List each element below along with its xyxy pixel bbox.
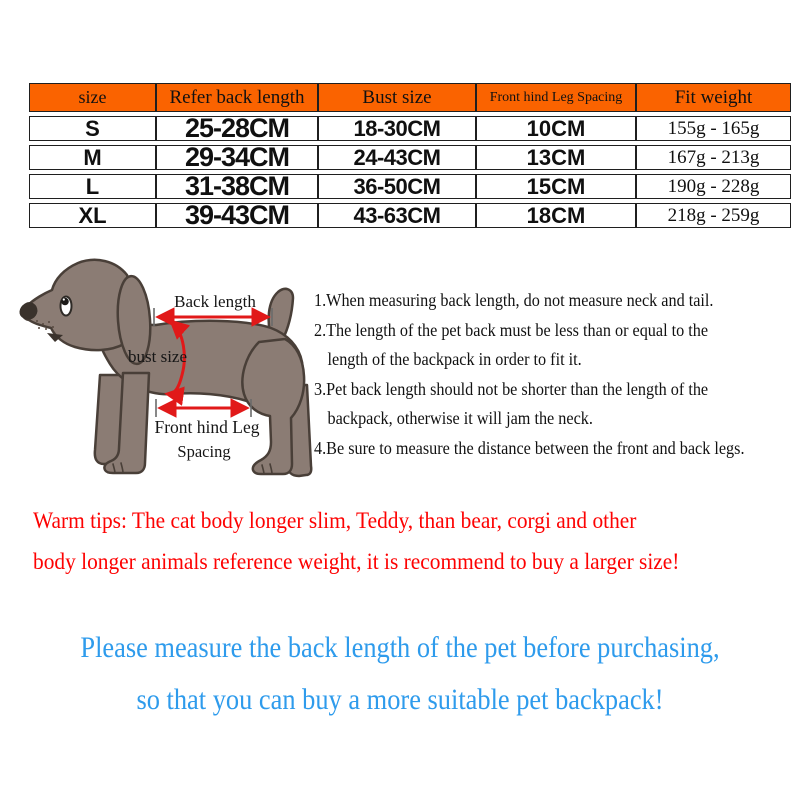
column-header-bust-size: Bust size bbox=[318, 83, 476, 112]
cell-bust-size: 36-50CM bbox=[318, 174, 476, 199]
cell-back-length: 31-38CM bbox=[156, 173, 318, 200]
cell-leg-spacing: 18CM bbox=[476, 203, 636, 228]
cell-leg-spacing: 13CM bbox=[476, 145, 636, 170]
cell-bust-size: 43-63CM bbox=[318, 203, 476, 228]
cell-back-length: 25-28CM bbox=[156, 115, 318, 142]
cell-leg-spacing: 15CM bbox=[476, 174, 636, 199]
instruction-line-2: 2.The length of the pet back must be les… bbox=[314, 319, 709, 340]
bust-size-label: bust size bbox=[128, 347, 187, 366]
cell-leg-spacing: 10CM bbox=[476, 116, 636, 141]
warm-tips-line2: body longer animals reference weight, it… bbox=[33, 549, 680, 574]
dog-head bbox=[21, 258, 133, 352]
dog-near-front-leg bbox=[103, 371, 151, 475]
instruction-line-1: 1.When measuring back length, do not mea… bbox=[314, 290, 714, 310]
cell-fit-weight: 218g - 259g bbox=[636, 203, 791, 228]
instruction-line-4: 4.Be sure to measure the distance betwee… bbox=[314, 437, 745, 458]
dog-illustration bbox=[21, 258, 313, 478]
purchase-note-text: Please measure the back length of the pe… bbox=[48, 622, 752, 726]
dog-mouth bbox=[47, 333, 63, 342]
measuring-instructions: 1.When measuring back length, do not mea… bbox=[314, 286, 744, 463]
purchase-note-line1: Please measure the back length of the pe… bbox=[80, 631, 720, 664]
table-header-row: size Refer back length Bust size Front h… bbox=[29, 83, 791, 112]
cell-fit-weight: 167g - 213g bbox=[636, 145, 791, 170]
warm-tips-text: Warm tips: The cat body longer slim, Ted… bbox=[33, 500, 679, 582]
table-row-xl: XL 39-43CM 43-63CM 18CM 218g - 259g bbox=[29, 202, 791, 229]
cell-size: XL bbox=[29, 203, 156, 228]
column-header-back-length: Refer back length bbox=[156, 83, 318, 112]
bust-size-arrow bbox=[164, 319, 191, 406]
measurement-ticks bbox=[153, 308, 273, 417]
table-row-l: L 31-38CM 36-50CM 15CM 190g - 228g bbox=[29, 173, 791, 200]
dog-measurement-diagram: Back length bust size Front hind Leg Spa… bbox=[19, 258, 313, 478]
dog-ear bbox=[116, 274, 152, 366]
purchase-note-line2: so that you can buy a more suitable pet … bbox=[136, 683, 664, 716]
leg-spacing-label-line2: Spacing bbox=[177, 442, 230, 461]
table-row-m: M 29-34CM 24-43CM 13CM 167g - 213g bbox=[29, 144, 791, 171]
instruction-line-2b: length of the backpack in order to fit i… bbox=[327, 349, 582, 369]
cell-back-length: 39-43CM bbox=[156, 202, 318, 229]
dog-hind-paw-toes bbox=[261, 463, 273, 475]
cell-size: M bbox=[29, 145, 156, 170]
column-header-size: size bbox=[29, 83, 156, 112]
cell-fit-weight: 155g - 165g bbox=[636, 116, 791, 141]
cell-size: L bbox=[29, 174, 156, 199]
dog-eye bbox=[59, 295, 73, 317]
dog-nose bbox=[19, 302, 38, 320]
cell-bust-size: 18-30CM bbox=[318, 116, 476, 141]
table-row-s: S 25-28CM 18-30CM 10CM 155g - 165g bbox=[29, 115, 791, 142]
cell-back-length: 29-34CM bbox=[156, 144, 318, 171]
instruction-line-3b: backpack, otherwise it will jam the neck… bbox=[327, 408, 593, 428]
cell-bust-size: 24-43CM bbox=[318, 145, 476, 170]
cell-size: S bbox=[29, 116, 156, 141]
warm-tips-line1: Warm tips: The cat body longer slim, Ted… bbox=[33, 508, 637, 533]
back-length-label: Back length bbox=[174, 292, 256, 311]
dog-muzzle-dots bbox=[36, 320, 54, 330]
cell-fit-weight: 190g - 228g bbox=[636, 174, 791, 199]
size-chart-table: size Refer back length Bust size Front h… bbox=[29, 79, 791, 232]
column-header-leg-spacing: Front hind Leg Spacing bbox=[476, 83, 636, 112]
instruction-line-3: 3.Pet back length should not be shorter … bbox=[314, 378, 709, 399]
dog-front-paw-toes bbox=[112, 462, 124, 474]
leg-spacing-label-line1: Front hind Leg bbox=[155, 417, 260, 437]
column-header-fit-weight: Fit weight bbox=[636, 83, 791, 112]
